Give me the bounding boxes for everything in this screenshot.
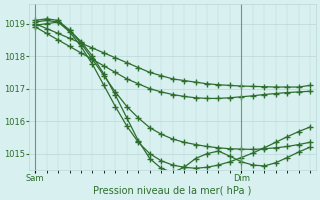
X-axis label: Pression niveau de la mer( hPa ): Pression niveau de la mer( hPa ) — [93, 186, 252, 196]
